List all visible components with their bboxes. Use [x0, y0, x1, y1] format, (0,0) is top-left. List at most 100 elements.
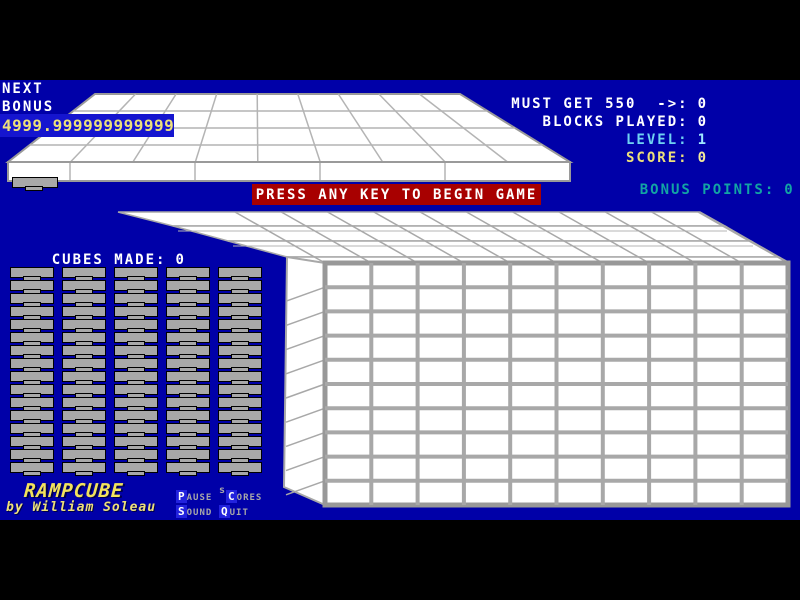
slab-top-diagonal: [327, 211, 418, 264]
cube-block: [218, 423, 262, 437]
cube-block: [62, 319, 106, 333]
cube-block-tab: [127, 471, 145, 476]
cube-block: [166, 449, 210, 463]
slab-top-diagonal: [697, 211, 789, 264]
cube-block: [218, 293, 262, 307]
must-get-stat: MUST GET 550 ->: 0: [470, 82, 708, 127]
cube-block: [62, 280, 106, 294]
slab-step: [117, 211, 728, 227]
bonus-points-value: 0: [784, 182, 795, 198]
menu-sound-rest: OUND: [186, 508, 213, 518]
cube-block: [166, 293, 210, 307]
left-face-row-line: [285, 431, 326, 448]
slab-top-diagonal: [466, 211, 557, 264]
cube-block: [218, 384, 262, 398]
cube-block: [218, 410, 262, 424]
cube-block: [166, 410, 210, 424]
score-label: SCORE:: [625, 150, 689, 166]
cube-block: [166, 345, 210, 359]
ramp-col-line: [256, 93, 259, 163]
blocks-played-stat: BLOCKS PLAYED: 0: [501, 100, 708, 145]
cube-block-tab: [231, 471, 249, 476]
cube-block: [114, 384, 158, 398]
cube-block: [62, 384, 106, 398]
bonus-points-label: BONUS POINTS:: [639, 182, 776, 198]
cube-block: [114, 280, 158, 294]
cube-block: [62, 410, 106, 424]
cube-block: [114, 319, 158, 333]
cube-block: [114, 423, 158, 437]
must-get-value: 0: [697, 96, 708, 112]
cube-block: [218, 358, 262, 372]
score-stat: SCORE: 0: [584, 136, 708, 181]
left-face-row-line: [285, 455, 326, 472]
left-face-row-line: [285, 480, 326, 496]
cube-block: [114, 358, 158, 372]
cube-block-tab: [75, 471, 93, 476]
cube-block: [10, 462, 54, 476]
game-title: RAMPCUBE: [23, 480, 125, 502]
cube-block: [218, 267, 262, 281]
cube-block: [10, 384, 54, 398]
left-face-row-line: [285, 310, 326, 327]
ramp-col-line: [378, 93, 446, 163]
menu-scores-hotkey: C: [226, 490, 237, 503]
menu-item-sound[interactable]: S OUND: [176, 500, 212, 519]
next-label: NEXT: [2, 81, 44, 97]
cube-block: [218, 345, 262, 359]
cube-block: [218, 371, 262, 385]
cube-block: [114, 293, 158, 307]
cube-block: [218, 436, 262, 450]
cube-block: [166, 332, 210, 346]
cube-block-tab: [179, 471, 197, 476]
menu-item-pause[interactable]: P AUSE: [176, 485, 212, 504]
blocks-played-label: BLOCKS PLAYED:: [542, 114, 689, 130]
cube-block: [114, 397, 158, 411]
cube-block: [114, 345, 158, 359]
cube-block: [218, 462, 262, 476]
left-face-row-line: [285, 334, 326, 351]
slab-step: [172, 225, 754, 242]
must-get-label: MUST GET 550 ->:: [511, 96, 689, 112]
cube-block: [10, 436, 54, 450]
cube-block: [62, 267, 106, 281]
cube-block: [166, 319, 210, 333]
cube-block: [166, 280, 210, 294]
ramp-col-line: [418, 93, 509, 163]
left-face-row-line: [285, 407, 326, 423]
cube-block: [62, 462, 106, 476]
cube-block: [114, 267, 158, 281]
menu-item-quit[interactable]: Q UIT: [219, 500, 249, 519]
level-stat: LEVEL: 1: [584, 118, 708, 163]
ramp-col-line: [194, 93, 218, 163]
cube-block: [114, 449, 158, 463]
cube-block: [166, 423, 210, 437]
cube-block: [10, 371, 54, 385]
ramp-front-face: [7, 161, 571, 182]
level-label: LEVEL:: [625, 132, 689, 148]
cube-block: [166, 358, 210, 372]
menu-scores-pre: s: [219, 485, 227, 496]
slab-top-diagonal: [558, 211, 650, 264]
cube-block: [10, 293, 54, 307]
cube-block: [114, 371, 158, 385]
cube-block: [62, 332, 106, 346]
menu-pause-rest: AUSE: [186, 493, 213, 503]
cubes-made-stat: CUBES MADE: 0: [10, 238, 186, 283]
cube-block: [166, 371, 210, 385]
cube-block: [10, 423, 54, 437]
slab-top-diagonal: [373, 211, 465, 264]
menu-quit-rest: UIT: [229, 508, 249, 518]
menu-scores-rest: ORES: [236, 493, 263, 503]
cube-block-tab: [23, 471, 41, 476]
press-any-key-banner: PRESS ANY KEY TO BEGIN GAME: [252, 184, 541, 205]
cube-block: [114, 410, 158, 424]
cube-block: [114, 436, 158, 450]
cube-block: [10, 267, 54, 281]
cubes-made-label: CUBES MADE:: [51, 252, 167, 268]
slab-top-diagonal: [605, 211, 696, 264]
ramp-col-line: [337, 93, 384, 163]
cube-block: [62, 345, 106, 359]
menu-item-scores[interactable]: s C ORES: [219, 485, 262, 504]
